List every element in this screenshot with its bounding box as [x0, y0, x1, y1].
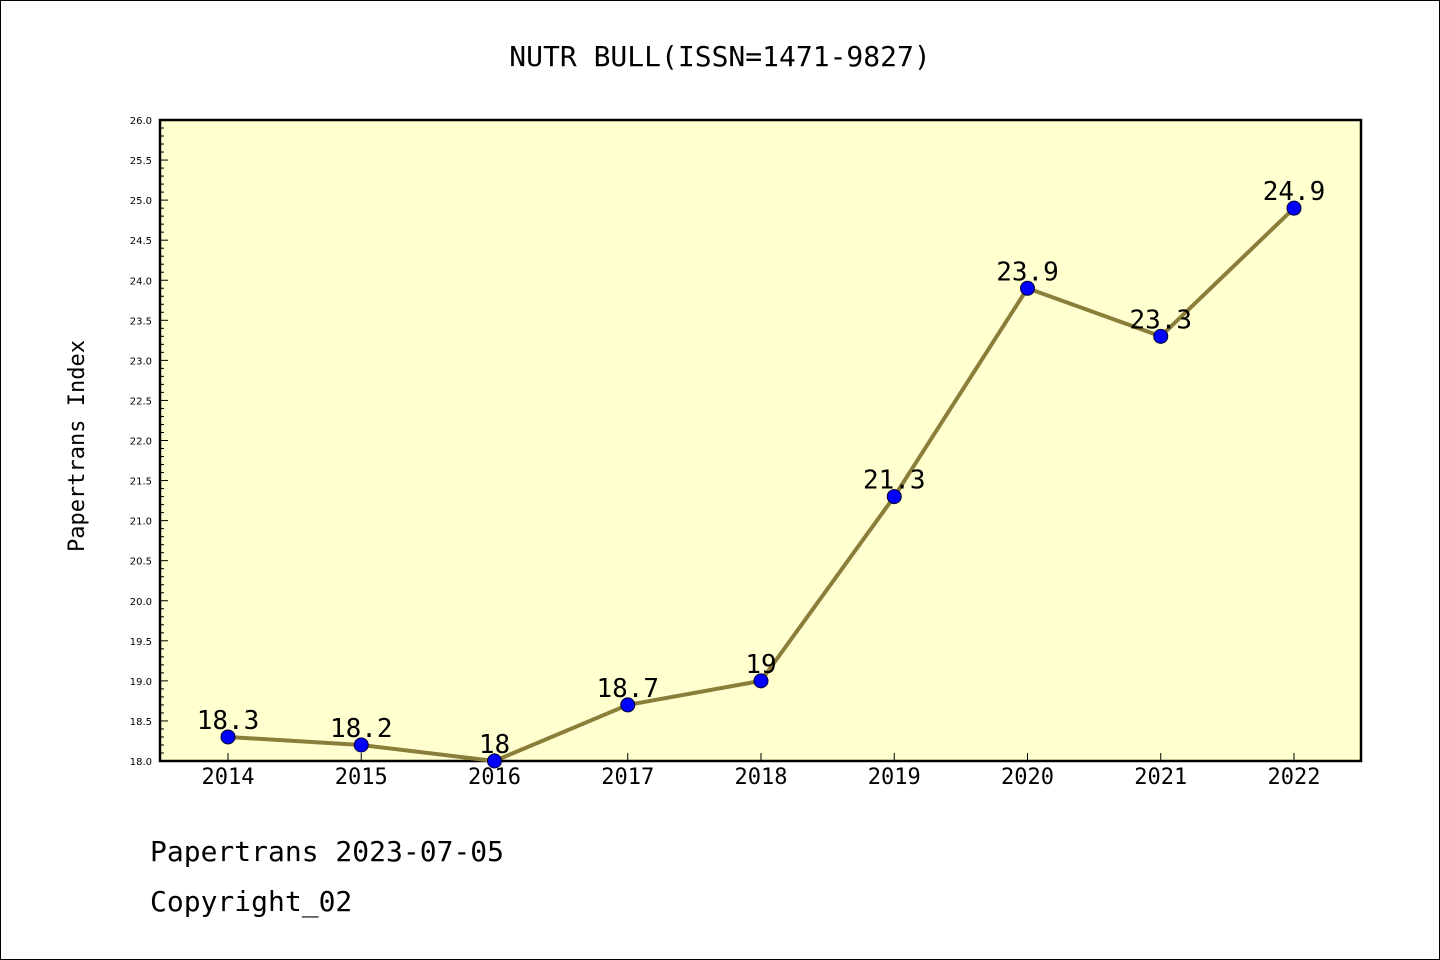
x-tick-label: 2014 — [202, 765, 255, 790]
y-tick-label: 18.0 — [130, 757, 152, 768]
x-tick-label: 2018 — [735, 765, 788, 790]
y-tick-label: 18.5 — [130, 717, 152, 728]
x-tick-label: 2017 — [601, 765, 654, 790]
data-point — [1153, 328, 1169, 344]
y-axis-label: Papertrans Index — [65, 340, 90, 552]
y-tick-label: 22.5 — [130, 396, 152, 407]
data-label: 18.3 — [197, 706, 260, 736]
y-tick-label: 19.0 — [130, 677, 152, 688]
y-tick-label: 21.5 — [130, 477, 152, 488]
x-tick-label: 2022 — [1268, 765, 1321, 790]
y-tick-label: 19.5 — [130, 637, 152, 648]
data-point — [1020, 280, 1035, 296]
footer-copyright: Copyright_02 — [150, 885, 353, 918]
data-label: 23.9 — [996, 257, 1059, 287]
data-point — [220, 729, 236, 745]
data-label: 24.9 — [1263, 177, 1326, 207]
data-label: 19 — [745, 650, 776, 680]
data-label: 23.3 — [1129, 305, 1192, 335]
plot-border — [158, 118, 1363, 763]
data-label: 18.7 — [596, 674, 659, 704]
data-point — [353, 737, 369, 753]
x-tick-label: 2020 — [1001, 765, 1054, 790]
data-point — [753, 673, 769, 689]
y-tick-label: 20.0 — [130, 597, 152, 608]
y-tick-label: 23.5 — [130, 316, 152, 327]
data-label: 18 — [479, 730, 510, 760]
data-point — [886, 489, 902, 505]
data-point — [487, 753, 502, 769]
data-point — [1286, 200, 1302, 216]
y-tick-label: 26.0 — [130, 116, 152, 127]
footer-date: Papertrans 2023-07-05 — [150, 835, 505, 868]
y-tick-label: 24.0 — [130, 276, 152, 287]
data-label: 21.3 — [863, 466, 926, 496]
data-label: 18.2 — [330, 714, 393, 744]
chart-title: NUTR BULL(ISSN=1471-9827) — [509, 40, 930, 73]
y-tick-label: 22.0 — [130, 437, 152, 448]
y-tick-label: 24.5 — [130, 236, 152, 247]
x-tick-label: 2019 — [868, 765, 921, 790]
y-tick-label: 25.5 — [130, 156, 152, 167]
y-tick-label: 20.5 — [130, 557, 152, 568]
x-tick-label: 2016 — [468, 765, 521, 790]
y-tick-label: 25.0 — [130, 196, 152, 207]
x-tick-label: 2021 — [1134, 765, 1187, 790]
x-tick-label: 2015 — [335, 765, 388, 790]
y-tick-label: 21.0 — [130, 517, 152, 528]
y-tick-label: 23.0 — [130, 356, 152, 367]
data-point — [620, 697, 636, 713]
plot-area — [160, 120, 1361, 761]
